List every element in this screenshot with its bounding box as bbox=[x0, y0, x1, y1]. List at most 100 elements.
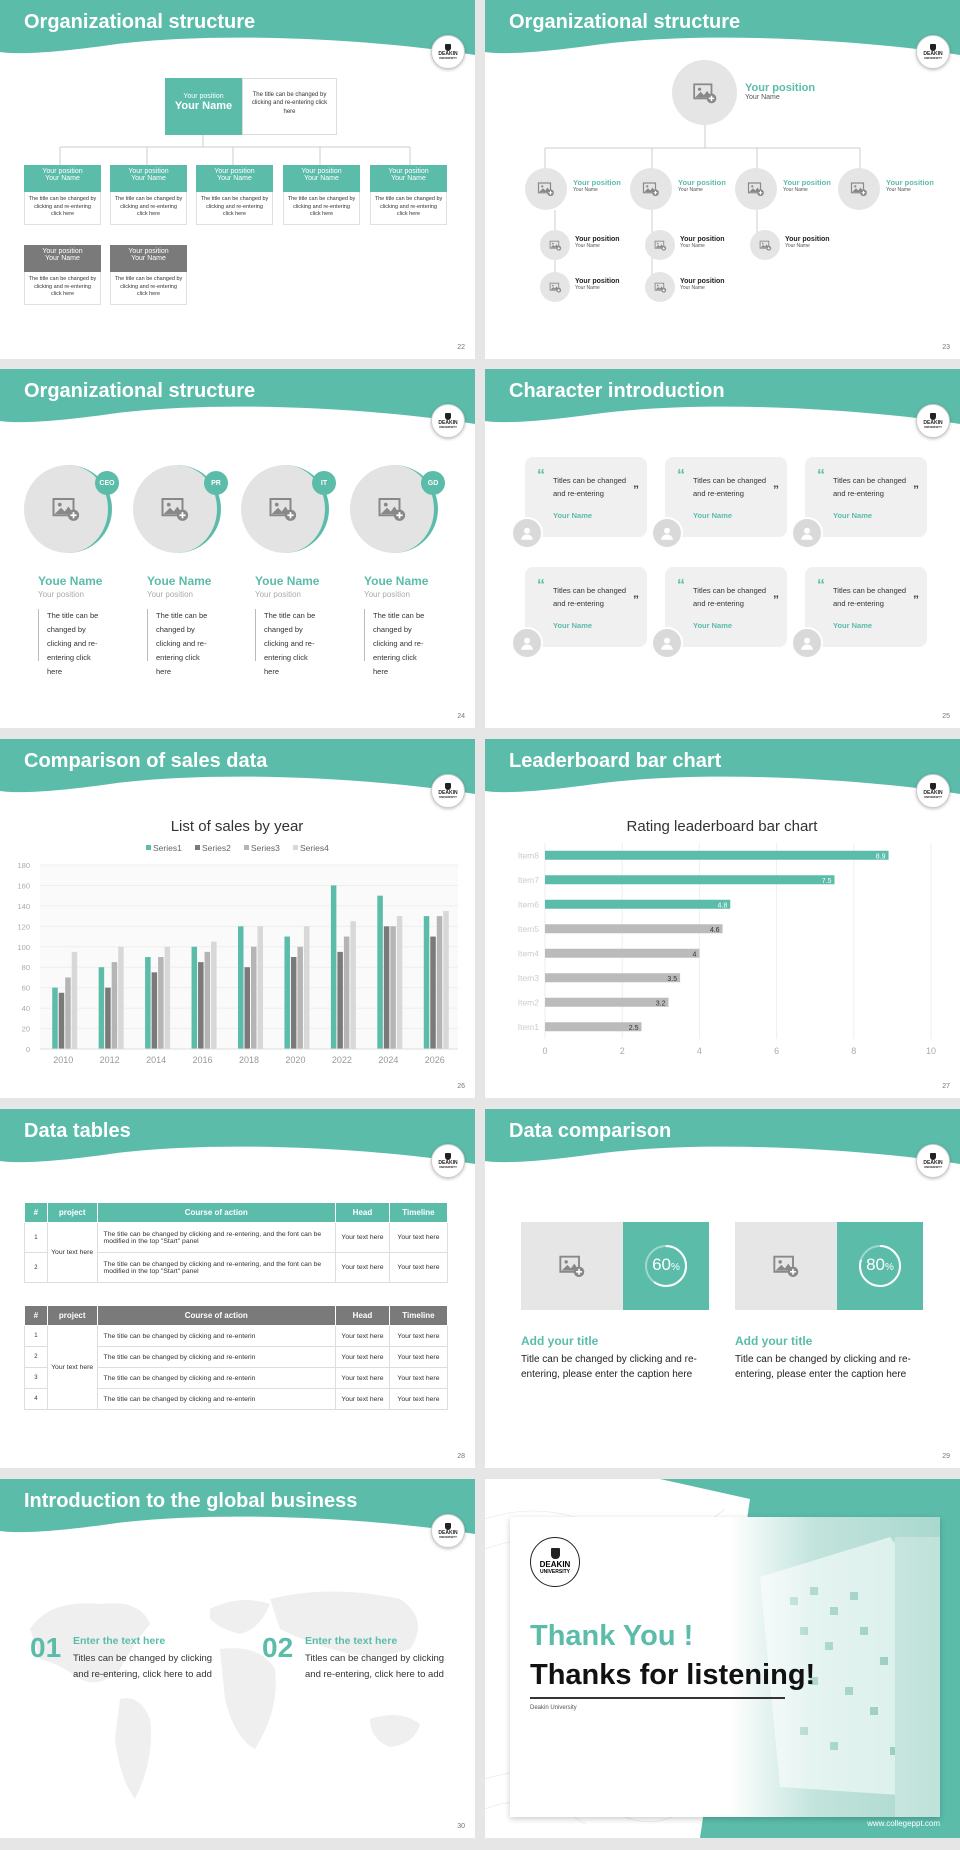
x-tick-label: 2014 bbox=[146, 1055, 166, 1065]
y-tick-label: 40 bbox=[22, 1004, 30, 1013]
image-placeholder[interactable] bbox=[521, 1222, 623, 1310]
x-tick-label: 2026 bbox=[425, 1055, 445, 1065]
bar-series4 bbox=[443, 911, 449, 1049]
slide-25[interactable]: Character introduction DEAKIN UNIVERSITY … bbox=[485, 369, 960, 728]
y-tick-label: 140 bbox=[17, 902, 30, 911]
card-description: The title can be changed by clicking and… bbox=[196, 192, 273, 225]
org-card-gray[interactable]: Your position Your Name The title can be c… bbox=[24, 245, 101, 305]
author-avatar bbox=[791, 517, 823, 549]
bar-series3 bbox=[111, 962, 118, 1049]
staff-label: Your position Your Name bbox=[785, 236, 830, 249]
slide-27[interactable]: Leaderboard bar chart DEAKIN UNIVERSITY R… bbox=[485, 739, 960, 1098]
table-row[interactable]: 2 The title can be changed by clicking an… bbox=[24, 1346, 449, 1368]
bar-series2 bbox=[337, 951, 343, 1049]
progress-ring bbox=[859, 1245, 901, 1287]
slide-30[interactable]: Introduction to the global business DEAK… bbox=[0, 1479, 475, 1838]
slide-22[interactable]: Organizational structure DEAKIN UNIVERSIT… bbox=[0, 0, 475, 359]
author-avatar bbox=[651, 517, 683, 549]
quote-card[interactable]: “ Titles can be changed and re-entering ” Y… bbox=[665, 567, 787, 647]
card-description: The title can be changed by clicking and… bbox=[24, 192, 101, 225]
table-row[interactable]: 3 The title can be changed by clicking an… bbox=[24, 1367, 449, 1389]
cell-course: The title can be changed by clicking and… bbox=[96, 1346, 337, 1368]
role-badge: CEO bbox=[95, 471, 119, 495]
top-position-box[interactable]: Your position Your Name bbox=[165, 78, 242, 135]
bar-series2 bbox=[105, 987, 111, 1049]
image-placeholder-icon bbox=[269, 498, 297, 521]
name-label: Your Name bbox=[217, 175, 252, 182]
manager-avatar[interactable] bbox=[630, 168, 672, 210]
org-card[interactable]: Your position Your Name The title can be c… bbox=[283, 165, 360, 225]
staff-avatar[interactable] bbox=[540, 272, 570, 302]
author-avatar bbox=[511, 517, 543, 549]
card-description: The title can be changed by clicking and… bbox=[370, 192, 447, 225]
position-label: Your position bbox=[183, 93, 224, 100]
quote-card[interactable]: “ Titles can be changed and re-entering ” Y… bbox=[525, 457, 647, 537]
bar-series2 bbox=[383, 926, 390, 1049]
table-header: Course of action bbox=[96, 1202, 337, 1223]
bar-series2 bbox=[198, 962, 204, 1049]
slide-title: Introduction to the global business bbox=[24, 1490, 358, 1512]
cell-index: 3 bbox=[24, 1367, 48, 1389]
slide-title: Organizational structure bbox=[24, 11, 256, 33]
quote-card[interactable]: “ Titles can be changed and re-entering ” Y… bbox=[665, 457, 787, 537]
image-placeholder[interactable] bbox=[735, 1222, 837, 1310]
org-card[interactable]: Your position Your Name The title can be c… bbox=[196, 165, 273, 225]
slide-24[interactable]: Organizational structure DEAKIN UNIVERSIT… bbox=[0, 369, 475, 728]
table-row[interactable]: 1 Your text here The title can be changed … bbox=[24, 1222, 449, 1283]
manager-avatar[interactable] bbox=[735, 168, 777, 210]
top-avatar[interactable] bbox=[672, 60, 737, 125]
cell-project: Your text here bbox=[46, 1222, 98, 1283]
slide-thank-you[interactable]: DEAKIN UNIVERSITY Thank You ! Thanks for … bbox=[485, 1479, 960, 1838]
slide-29[interactable]: Data comparison DEAKIN UNIVERSITY 60% Add … bbox=[485, 1109, 960, 1468]
manager-avatar[interactable] bbox=[838, 168, 880, 210]
profile-position: Your position bbox=[364, 590, 410, 599]
quote-card[interactable]: “ Titles can be changed and re-entering ” Y… bbox=[805, 567, 927, 647]
org-card[interactable]: Your position Your Name The title can be c… bbox=[24, 165, 101, 225]
bar-series3 bbox=[343, 936, 350, 1049]
quote-card[interactable]: “ Titles can be changed and re-entering ” Y… bbox=[805, 457, 927, 537]
slide-23[interactable]: Organizational structure DEAKIN UNIVERSIT… bbox=[485, 0, 960, 359]
item-title: Add your title bbox=[521, 1334, 599, 1348]
image-placeholder-icon bbox=[537, 182, 554, 197]
table-header: Timeline bbox=[388, 1305, 449, 1326]
item-body: Titles can be changed by clicking and re… bbox=[73, 1653, 213, 1680]
org-card[interactable]: Your position Your Name The title can be c… bbox=[110, 165, 187, 225]
name-label: Your Name bbox=[131, 175, 166, 182]
y-tick-label: Item5 bbox=[518, 924, 540, 934]
page-number: 30 bbox=[457, 1823, 465, 1830]
quote-card[interactable]: “ Titles can be changed and re-entering ” Y… bbox=[525, 567, 647, 647]
cell-timeline: Your text here bbox=[388, 1367, 449, 1389]
role-badge: IT bbox=[312, 471, 336, 495]
x-tick-label: 8 bbox=[851, 1046, 856, 1056]
bar-series4 bbox=[164, 946, 171, 1049]
page-number: 27 bbox=[942, 1083, 950, 1090]
org-card-gray[interactable]: Your position Your Name The title can be c… bbox=[110, 245, 187, 305]
slide-header bbox=[0, 369, 475, 429]
table-row[interactable]: 4 The title can be changed by clicking an… bbox=[24, 1388, 449, 1410]
y-tick-label: 120 bbox=[17, 922, 30, 931]
cell-course: The title can be changed by clicking and… bbox=[96, 1367, 337, 1389]
building-photo bbox=[730, 1517, 940, 1817]
cell-course: The title can be changed by clicking and… bbox=[96, 1222, 337, 1253]
bar-series4 bbox=[350, 921, 356, 1049]
bar-series3 bbox=[390, 926, 396, 1049]
staff-avatar[interactable] bbox=[750, 230, 780, 260]
slide-28[interactable]: Data tables DEAKIN UNIVERSITY # project Cou… bbox=[0, 1109, 475, 1468]
profile-description: The title can be changed by clicking and… bbox=[364, 609, 432, 676]
legend-label: Series2 bbox=[202, 843, 231, 853]
staff-avatar[interactable] bbox=[540, 230, 570, 260]
org-card[interactable]: Your position Your Name The title can be c… bbox=[370, 165, 447, 225]
staff-avatar[interactable] bbox=[645, 230, 675, 260]
slide-26[interactable]: Comparison of sales data DEAKIN UNIVERSIT… bbox=[0, 739, 475, 1098]
cell-timeline: Your text here bbox=[388, 1252, 449, 1283]
website-link[interactable]: www.collegeppt.com bbox=[867, 1819, 940, 1828]
quote-text: Titles can be changed and re-entering bbox=[693, 586, 767, 608]
legend-label: Series3 bbox=[251, 843, 280, 853]
item-body: Title can be changed by clicking and re-… bbox=[521, 1354, 697, 1380]
table-row[interactable]: 1 Your text here The title can be changed … bbox=[24, 1325, 449, 1410]
manager-avatar[interactable] bbox=[525, 168, 567, 210]
item-title: Add your title bbox=[735, 1334, 813, 1348]
staff-avatar[interactable] bbox=[645, 272, 675, 302]
image-placeholder-icon bbox=[549, 240, 561, 251]
table-row[interactable]: 2 The title can be changed by clicking an… bbox=[24, 1252, 449, 1283]
